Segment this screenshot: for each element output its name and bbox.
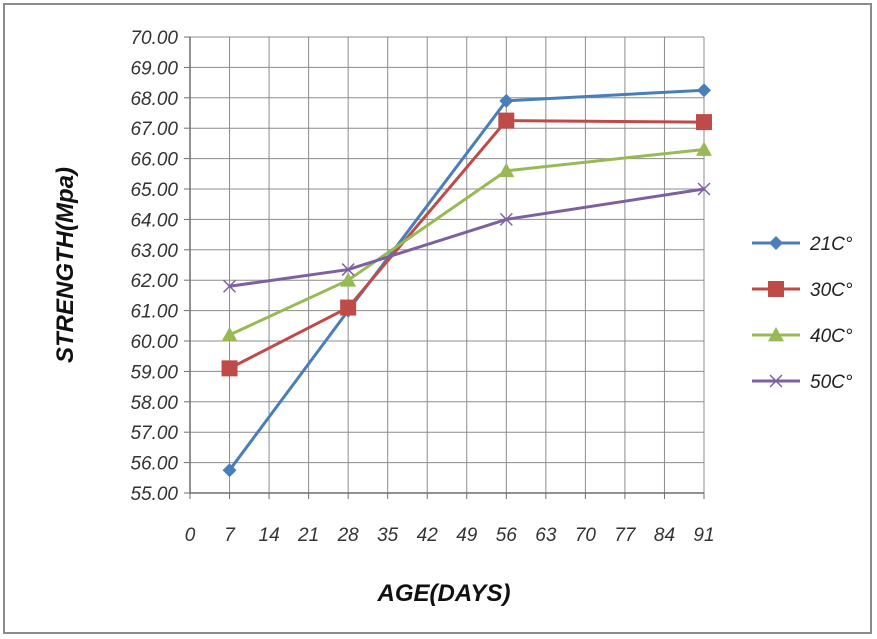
axes (184, 36, 705, 499)
x-tick-label: 49 (456, 525, 478, 546)
legend-marker (768, 327, 784, 342)
series-lines (221, 83, 712, 478)
grid-lines (189, 36, 705, 494)
y-tick-label: 59.00 (130, 362, 178, 383)
y-tick-labels: 55.00 56.00 57.00 58.00 59.00 60.00 61.00 62.00… (130, 28, 178, 505)
data-point (499, 93, 514, 108)
x-tick-label: 56 (496, 525, 518, 546)
data-point (697, 83, 711, 98)
legend-label: 40C° (810, 326, 853, 347)
series-line (229, 187, 705, 288)
data-point (341, 263, 355, 277)
x-tick-label: 77 (614, 525, 637, 546)
data-point (697, 182, 711, 196)
legend-label: 50C° (810, 372, 853, 393)
x-tick-label: 28 (337, 525, 360, 546)
data-point (340, 299, 357, 316)
series-line (228, 119, 705, 370)
data-point (221, 326, 238, 342)
legend-marker (769, 374, 783, 388)
y-tick-label: 57.00 (130, 423, 178, 444)
y-tick-label: 70.00 (130, 28, 178, 49)
data-point (696, 141, 712, 156)
y-axis-title: STRENGTH(Mpa) (52, 167, 79, 363)
y-tick-label: 63.00 (130, 241, 178, 262)
data-point (498, 162, 515, 178)
y-tick-label: 58.00 (130, 393, 178, 414)
legend-marker (768, 281, 784, 297)
y-tick-label: 56.00 (130, 454, 178, 475)
data-point (499, 212, 513, 226)
x-tick-label: 63 (535, 525, 557, 546)
x-tick-label: 42 (417, 525, 439, 546)
data-point (221, 360, 238, 377)
data-point (498, 112, 515, 129)
series-line (228, 147, 705, 337)
y-tick-label: 62.00 (130, 271, 178, 292)
y-tick-label: 67.00 (130, 119, 178, 140)
y-tick-label: 65.00 (130, 180, 178, 201)
x-tick-label: 0 (185, 525, 196, 546)
y-tick-label: 60.00 (130, 332, 178, 353)
series-line (228, 88, 705, 472)
legend: 21C° 30C° 40C° 50C° (752, 234, 853, 393)
y-tick-label: 61.00 (130, 302, 178, 323)
legend-label: 21C° (809, 234, 853, 255)
x-tick-label: 7 (224, 525, 236, 546)
x-tick-label: 91 (693, 525, 714, 546)
y-tick-label: 69.00 (130, 58, 178, 79)
y-tick-label: 55.00 (130, 484, 178, 505)
x-axis-title: AGE(DAYS) (377, 580, 511, 607)
data-point (222, 463, 237, 478)
x-tick-label: 84 (654, 525, 675, 546)
legend-marker (769, 236, 783, 250)
data-point (696, 114, 712, 131)
data-point (223, 279, 237, 293)
y-tick-label: 64.00 (130, 210, 178, 231)
data-point (340, 272, 357, 287)
legend-label: 30C° (810, 280, 853, 301)
x-tick-label: 14 (259, 525, 280, 546)
x-tick-label: 35 (377, 525, 399, 546)
x-tick-label: 21 (297, 525, 319, 546)
chart-frame (3, 3, 872, 634)
x-tick-labels: 0 7 14 21 28 35 42 49 56 63 70 77 84 91 (185, 525, 715, 546)
y-tick-label: 66.00 (130, 150, 178, 171)
y-tick-label: 68.00 (130, 89, 178, 110)
x-tick-label: 70 (575, 525, 597, 546)
